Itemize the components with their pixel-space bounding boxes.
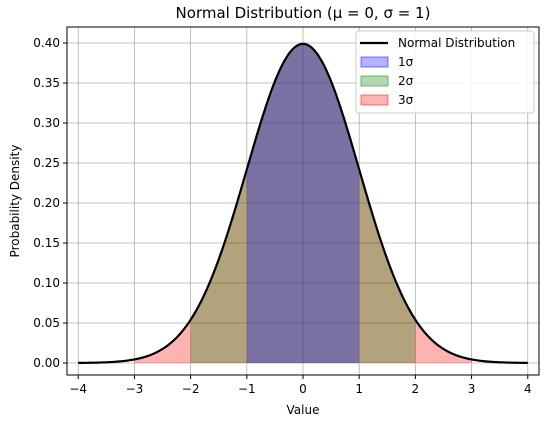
- y-tick-label: 0.25: [33, 156, 60, 170]
- x-tick-label: −2: [182, 382, 200, 396]
- x-tick-label: −4: [69, 382, 87, 396]
- x-axis-ticks: −4 −3 −2 −1 0 1 2 3 4: [69, 375, 532, 396]
- y-tick-label: 0.00: [33, 356, 60, 370]
- legend: Normal Distribution 1σ 2σ 3σ: [355, 30, 535, 114]
- y-tick-label: 0.20: [33, 196, 60, 210]
- area-2σ: [190, 43, 416, 363]
- y-tick-label: 0.10: [33, 276, 60, 290]
- area-1σ: [246, 43, 360, 363]
- legend-label-2sigma: 2σ: [398, 74, 414, 88]
- sigma-areas: [134, 43, 472, 363]
- x-tick-label: 2: [412, 382, 420, 396]
- legend-label-1sigma: 1σ: [398, 55, 414, 69]
- legend-box: [355, 30, 535, 114]
- chart-title: Normal Distribution (μ = 0, σ = 1): [176, 4, 431, 22]
- y-axis-ticks: 0.00 0.05 0.10 0.15 0.20 0.25 0.30 0.35 0.40: [33, 36, 67, 370]
- x-tick-label: 3: [468, 382, 476, 396]
- legend-swatch-1sigma: [360, 56, 389, 68]
- x-axis-label: Value: [287, 403, 320, 417]
- y-tick-label: 0.40: [33, 36, 60, 50]
- x-tick-label: 0: [299, 382, 307, 396]
- x-tick-label: −1: [238, 382, 256, 396]
- legend-label-3sigma: 3σ: [398, 93, 414, 107]
- y-tick-label: 0.30: [33, 116, 60, 130]
- x-tick-label: −3: [126, 382, 144, 396]
- y-tick-label: 0.35: [33, 76, 60, 90]
- y-tick-label: 0.05: [33, 316, 60, 330]
- y-axis-label: Probability Density: [8, 145, 22, 258]
- x-tick-label: 4: [524, 382, 532, 396]
- legend-label-curve: Normal Distribution: [398, 36, 515, 50]
- legend-swatch-2sigma: [360, 75, 389, 87]
- x-tick-label: 1: [355, 382, 363, 396]
- normal-curve-line: [78, 42, 528, 364]
- y-tick-label: 0.15: [33, 236, 60, 250]
- legend-swatch-3sigma: [360, 94, 389, 106]
- area-3σ: [134, 43, 472, 363]
